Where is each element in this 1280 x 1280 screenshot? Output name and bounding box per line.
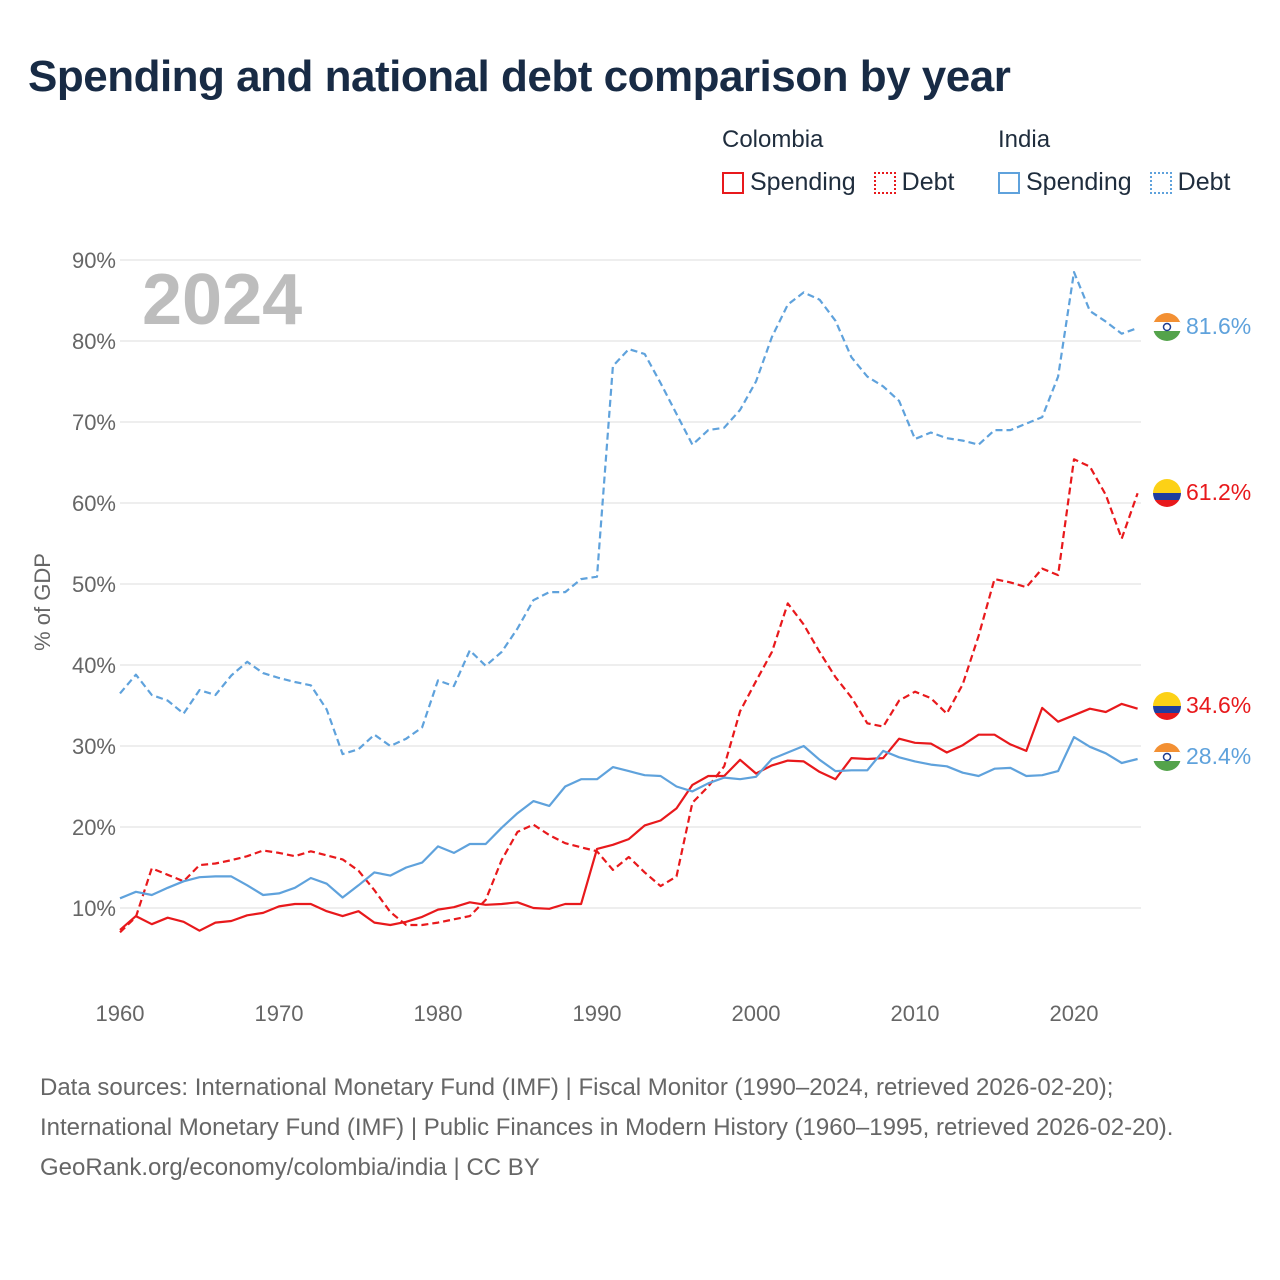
x-tick-label: 2000 xyxy=(732,1001,781,1026)
x-tick-label: 2010 xyxy=(891,1001,940,1026)
series-line-colombia-spending xyxy=(119,702,1138,932)
legend-swatch-dotted xyxy=(873,171,896,194)
y-tick-label: 20% xyxy=(72,815,116,840)
legend-label: Spending xyxy=(1026,168,1132,196)
credit-link[interactable]: GeoRank.org/economy/colombia/india | CC … xyxy=(40,1154,540,1181)
y-axis-label: % of GDP xyxy=(30,553,55,651)
series-line-india-spending xyxy=(119,736,1138,900)
legend-colombia-spending[interactable]: Spending xyxy=(722,168,856,197)
end-label-colombia-debt: 61.2% xyxy=(1186,479,1251,505)
end-label-colombia-spending: 34.6% xyxy=(1186,692,1251,718)
axes: 1960 1970 1980 1990 2000 2010 2020 xyxy=(96,1001,1099,1026)
legend-label: Debt xyxy=(1177,168,1231,196)
year-watermark: 2024 xyxy=(142,260,302,340)
series-line-colombia-debt xyxy=(119,458,1139,934)
legend-swatch-solid xyxy=(998,171,1020,194)
y-tick-label: 40% xyxy=(72,653,116,678)
x-tick-label: 1960 xyxy=(96,1001,145,1026)
legend-group-india: India Spending Debt xyxy=(998,126,1248,197)
x-tick-label: 1970 xyxy=(255,1001,304,1026)
y-tick-label: 90% xyxy=(72,248,116,273)
y-tick-label: 10% xyxy=(72,896,116,921)
y-tick-label: 60% xyxy=(72,491,116,516)
legend-swatch-solid xyxy=(722,171,744,194)
x-tick-label: 1980 xyxy=(414,1001,463,1026)
colombia-flag-icon xyxy=(1153,479,1181,507)
legend-country-india: India xyxy=(998,126,1051,153)
grid: 10% 20% 30% 40% 50% 60% 70% 80% 90% xyxy=(72,248,1141,921)
india-flag-icon xyxy=(1153,743,1181,771)
data-sources: Data sources: International Monetary Fun… xyxy=(40,1074,1174,1141)
y-tick-label: 50% xyxy=(72,572,116,597)
end-label-india-debt: 81.6% xyxy=(1186,313,1251,339)
series-line-india-debt xyxy=(119,271,1138,756)
legend-swatch-dotted xyxy=(1149,171,1172,194)
y-tick-label: 30% xyxy=(72,734,116,759)
legend-group-colombia: Colombia Spending Debt xyxy=(722,126,972,197)
footer: Data sources: International Monetary Fun… xyxy=(40,1068,1240,1188)
legend-country-colombia: Colombia xyxy=(722,126,824,153)
x-tick-label: 2020 xyxy=(1050,1001,1099,1026)
series xyxy=(119,271,1139,934)
legend-india-debt[interactable]: Debt xyxy=(1149,168,1231,197)
y-tick-label: 80% xyxy=(72,329,116,354)
end-label-india-spending: 28.4% xyxy=(1186,743,1251,769)
india-flag-icon xyxy=(1153,313,1181,341)
colombia-flag-icon xyxy=(1153,692,1181,720)
chart-title: Spending and national debt comparison by… xyxy=(28,52,1011,101)
line-chart: 10% 20% 30% 40% 50% 60% 70% 80% 90% 1960 1970 1980… xyxy=(30,248,1251,1026)
legend-label: Debt xyxy=(901,168,955,196)
legend-india-spending[interactable]: Spending xyxy=(998,168,1132,197)
x-tick-label: 1990 xyxy=(573,1001,622,1026)
legend-label: Spending xyxy=(750,168,856,196)
legend-colombia-debt[interactable]: Debt xyxy=(873,168,955,197)
y-tick-label: 70% xyxy=(72,410,116,435)
